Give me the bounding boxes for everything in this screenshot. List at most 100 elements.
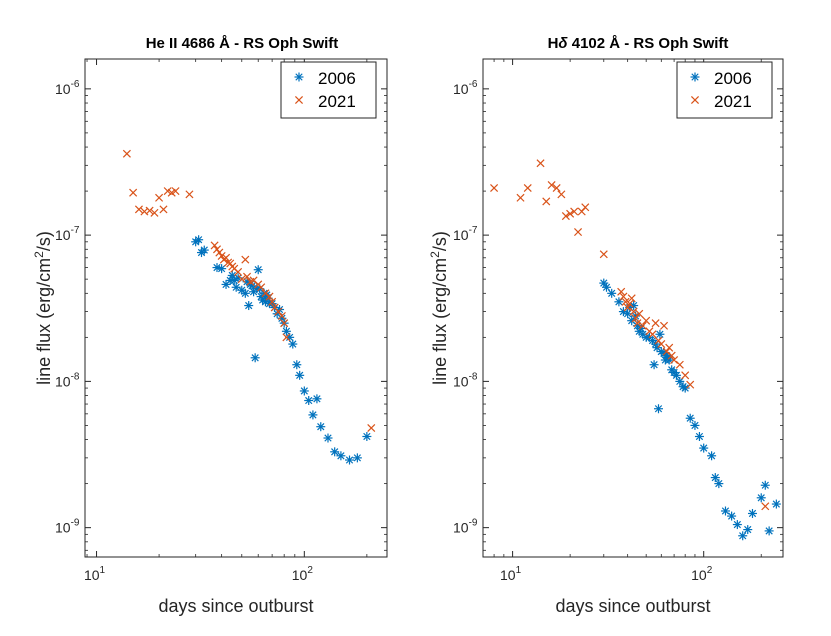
data-point-2021 xyxy=(367,423,376,433)
legend: 2006 2021 xyxy=(280,61,377,119)
tick-group: 101 102 10-9 10-8 10-7 10-6 xyxy=(453,59,783,583)
data-point-2021 xyxy=(129,188,138,197)
data-point-2021 xyxy=(234,267,243,276)
data-point-2006 xyxy=(292,360,302,370)
data-point-2021 xyxy=(660,321,669,330)
chart-title: He II 4686 Å - RS Oph Swift xyxy=(146,35,339,52)
legend-glyph-2006 xyxy=(690,72,700,82)
data-point-2021 xyxy=(542,197,551,206)
legend-marker-2021 xyxy=(294,95,304,105)
data-point-2006 xyxy=(636,323,646,333)
data-point-2021 xyxy=(171,187,180,196)
data-point-2006 xyxy=(295,370,305,380)
tick-group: 101 102 10-9 10-8 10-7 10-6 xyxy=(55,59,387,583)
data-point-2021 xyxy=(627,294,636,303)
data-point-2021 xyxy=(547,181,556,190)
legend-label-2006: 2006 xyxy=(318,69,356,88)
data-point-2006 xyxy=(727,511,737,521)
data-point-2006 xyxy=(281,326,291,336)
data-point-2006 xyxy=(244,301,254,311)
data-point-2006 xyxy=(653,404,663,414)
data-point-2021 xyxy=(619,292,628,301)
data-point-2006 xyxy=(336,451,346,461)
y-tick-label: 10-8 xyxy=(453,371,478,389)
data-point-2006 xyxy=(299,386,309,396)
x-axis-label: days since outburst xyxy=(555,596,710,616)
data-point-2021 xyxy=(570,207,579,216)
data-point-2021 xyxy=(122,149,131,158)
data-point-2006 xyxy=(250,353,260,363)
data-point-2006 xyxy=(217,264,227,274)
data-point-2021 xyxy=(150,208,159,217)
data-point-2006 xyxy=(655,329,665,339)
data-point-2021 xyxy=(134,205,143,214)
data-point-2021 xyxy=(282,333,291,342)
legend-glyph-2021 xyxy=(690,95,700,105)
y-tick-label: 10-6 xyxy=(55,79,80,97)
legend-marker-2021 xyxy=(690,95,700,105)
legend: 2006 2021 xyxy=(676,61,773,119)
y-tick-label: 10-9 xyxy=(55,518,80,536)
data-point-2006 xyxy=(694,431,704,441)
data-point-2021 xyxy=(159,205,168,214)
data-point-2006 xyxy=(675,376,685,386)
data-point-2006 xyxy=(330,447,340,457)
data-point-2006 xyxy=(362,431,372,441)
data-point-2021 xyxy=(215,248,224,257)
data-point-2006 xyxy=(323,433,333,443)
x-tick-label: 101 xyxy=(84,565,106,583)
data-point-2021 xyxy=(623,303,632,312)
data-point-2021 xyxy=(222,253,231,262)
data-point-2021 xyxy=(155,193,164,202)
data-point-2021 xyxy=(536,159,545,168)
data-point-2006 xyxy=(607,288,617,298)
data-point-2021 xyxy=(629,307,638,316)
data-point-2021 xyxy=(651,319,660,328)
data-point-2006 xyxy=(760,480,770,490)
data-point-2021 xyxy=(516,193,525,202)
data-point-2021 xyxy=(217,251,226,261)
chart-title: Hδ 4102 Å - RS Oph Swift xyxy=(548,35,729,52)
data-point-2006 xyxy=(707,451,717,461)
data-point-2021 xyxy=(670,355,679,365)
data-point-2021 xyxy=(280,319,289,328)
data-point-2006 xyxy=(732,520,742,530)
data-point-2021 xyxy=(243,272,252,281)
y-axis-label: line flux (erg/cm2/s) xyxy=(428,231,450,385)
data-point-2021 xyxy=(761,502,770,511)
data-point-2006 xyxy=(743,525,753,535)
data-point-2021 xyxy=(581,203,590,212)
legend-box xyxy=(280,61,377,119)
y-tick-label: 10-8 xyxy=(55,371,80,389)
data-point-2006 xyxy=(720,506,730,516)
data-point-2006 xyxy=(649,360,659,370)
data-point-2006 xyxy=(352,453,362,463)
data-point-2021 xyxy=(145,206,154,215)
data-point-2006 xyxy=(699,443,709,453)
data-point-2021 xyxy=(599,250,608,259)
data-point-2021 xyxy=(574,227,583,237)
data-point-2006 xyxy=(231,282,241,292)
data-point-2006 xyxy=(288,339,298,349)
data-point-2021 xyxy=(635,309,644,318)
data-point-2021 xyxy=(268,297,277,306)
data-point-2021 xyxy=(662,347,671,356)
data-point-2021 xyxy=(265,292,274,301)
data-point-2006 xyxy=(690,420,700,430)
data-point-2021 xyxy=(277,311,286,321)
y-tick-label: 10-6 xyxy=(453,79,478,97)
data-point-2006 xyxy=(714,479,724,489)
panel-he-ii: He II 4686 Å - RS Oph Swift 101 102 10-9 10… xyxy=(32,35,388,616)
data-point-2006 xyxy=(710,473,720,483)
data-point-2021 xyxy=(210,241,219,250)
plot-area xyxy=(84,58,388,558)
panel-h-delta: Hδ 4102 Å - RS Oph Swift 101 10210-910-81… xyxy=(428,35,784,616)
data-point-2021 xyxy=(621,297,630,306)
x-tick-label: 102 xyxy=(292,565,314,583)
data-point-2021 xyxy=(237,275,246,284)
x-tick-label: 102 xyxy=(691,565,713,583)
data-point-2006 xyxy=(601,282,611,292)
data-point-2021 xyxy=(667,351,676,360)
data-point-2021 xyxy=(675,360,684,369)
